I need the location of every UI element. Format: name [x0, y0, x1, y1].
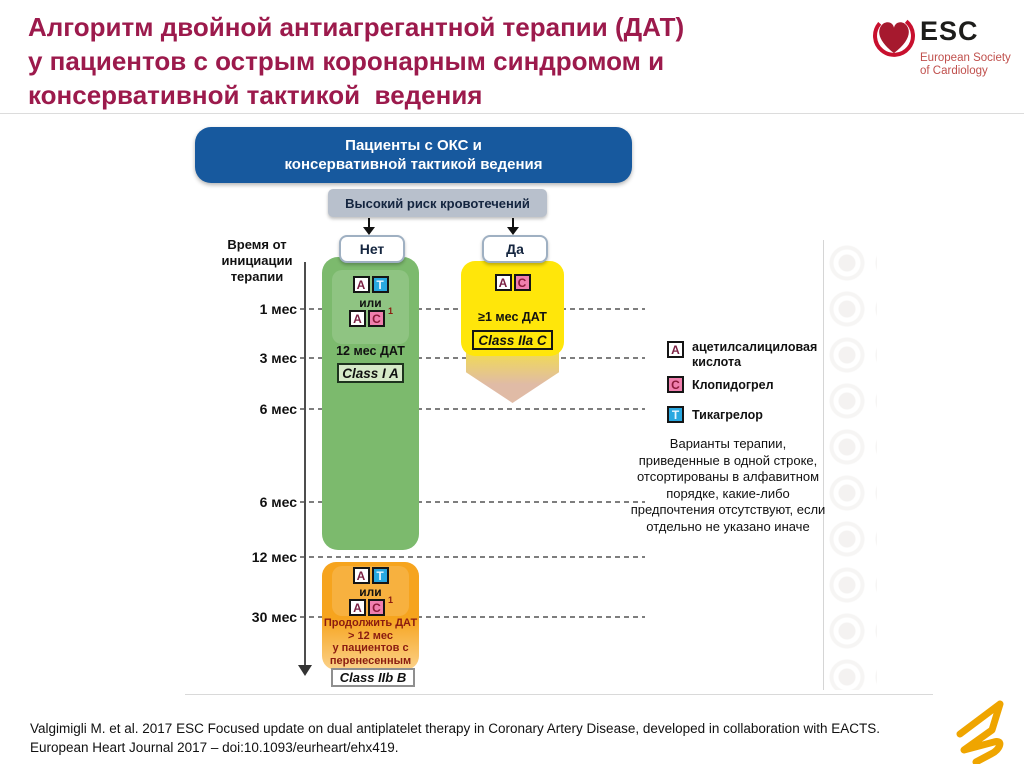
orange-class-label: Class IIb B — [331, 668, 415, 687]
aspirin-badge: A — [352, 567, 370, 584]
bottom-divider — [185, 694, 933, 695]
clopidogrel-badge: C — [367, 310, 385, 327]
orange-continue-line-1: Продолжить ДАТ — [323, 617, 418, 629]
branch-yes-node: Да — [482, 235, 548, 263]
yellow-badge-row: A C — [461, 274, 564, 291]
tick-6mo: 6 мес — [259, 401, 297, 417]
dashed-line-30mo — [300, 616, 645, 618]
citation: Valgimigli M. et al. 2017 ESC Focused up… — [30, 719, 925, 757]
astrazeneca-logo — [956, 700, 1004, 764]
esc-society-line-1: European Society — [920, 52, 1011, 64]
dashed-line-12mo — [300, 556, 645, 558]
green-class-label: Class I A — [337, 363, 404, 383]
clopidogrel-badge: C — [513, 274, 531, 291]
green-badge-row-1: A T — [322, 276, 419, 293]
tick-3mo: 3 мес — [259, 350, 297, 366]
green-therapy-box: A T или A C 1 12 мес ДАТ Class I A — [322, 257, 419, 550]
yellow-duration-label: ≥1 мес ДАТ — [478, 310, 547, 324]
esc-logo: ESC European Society of Cardiology — [868, 8, 1024, 112]
root-node-line-2: консервативной тактикой ведения — [284, 156, 543, 173]
orange-continue-line-3: у пациентов с — [332, 642, 409, 654]
esc-acronym: ESC — [920, 16, 979, 46]
green-duration-label: 12 мес ДАТ — [336, 344, 405, 358]
timeline-title-line-1: Время от — [227, 237, 287, 252]
green-badge-row-2: A C 1 — [322, 306, 419, 327]
aspirin-badge: A — [348, 599, 366, 616]
tick-30mo: 30 мес — [251, 609, 297, 625]
timeline-arrow-head-icon — [298, 665, 312, 676]
yellow-class-label: Class IIa C — [472, 330, 553, 350]
title-line-2: у пациентов с острым коронарным синдромо… — [28, 46, 665, 76]
arrow-head-right-icon — [507, 227, 519, 235]
orange-badge-row-2: A C 1 — [322, 595, 419, 616]
timeline-axis — [304, 262, 306, 666]
branch-no-node: Нет — [339, 235, 405, 263]
aspirin-badge: A — [348, 310, 366, 327]
orange-or-label: или — [359, 585, 382, 599]
root-node: Пациенты с ОКС и консервативной тактикой… — [195, 127, 632, 183]
citation-line-2: European Heart Journal 2017 – doi:10.109… — [30, 740, 399, 755]
clopidogrel-badge: C — [367, 599, 385, 616]
arrow-stem-left — [368, 218, 370, 228]
green-inner-highlight — [332, 270, 409, 344]
timeline-title-line-2: инициации — [221, 253, 293, 268]
title-line-3: консервативной тактикой ведения — [28, 80, 483, 110]
page-title: Алгоритм двойной антиагрегантной терапии… — [28, 10, 868, 112]
ticagrelor-badge: T — [371, 567, 389, 584]
condition-node: Высокий риск кровотечений — [328, 189, 547, 217]
panel-right-border — [823, 240, 824, 690]
top-divider — [0, 113, 1024, 114]
background-pattern-strip — [824, 240, 877, 690]
esc-society-line-2: of Cardiology — [920, 65, 988, 77]
footnote-marker: 1 — [387, 306, 393, 316]
yellow-therapy-box: A C ≥1 мес ДАТ Class IIa C — [461, 261, 564, 356]
arrow-stem-right — [512, 218, 514, 228]
esc-heart-icon — [873, 14, 915, 57]
legend-ticagrelor-label: Тикагрелор — [692, 408, 763, 422]
esc-society: European Society of Cardiology — [920, 52, 1011, 78]
title-line-1: Алгоритм двойной антиагрегантной терапии… — [28, 12, 685, 42]
dashed-line-6mo-b — [300, 501, 645, 503]
timeline-title-line-3: терапии — [230, 269, 284, 284]
aspirin-badge: A — [494, 274, 512, 291]
orange-badge-row-1: A T — [322, 567, 419, 584]
green-or-label: или — [359, 296, 382, 310]
fading-arrow-icon — [466, 350, 559, 403]
tick-12mo: 12 мес — [251, 549, 297, 565]
legend-aspirin-badge: A — [667, 341, 684, 358]
dashed-line-6mo — [300, 408, 645, 410]
legend-clopidogrel-badge: C — [667, 376, 684, 393]
timeline-title: Время от инициации терапии — [209, 237, 305, 285]
legend-clopidogrel-label: Клопидогрел — [692, 378, 774, 392]
legend-aspirin-label: ацетилсалициловая кислота — [692, 340, 818, 369]
root-node-line-1: Пациенты с ОКС и — [345, 137, 482, 154]
orange-therapy-box: A T или A C 1 Продолжить ДАТ > 12 мес у … — [322, 562, 419, 679]
arrow-head-left-icon — [363, 227, 375, 235]
alphabetical-order-note: Варианты терапии, приведенные в одной ст… — [630, 436, 826, 534]
aspirin-badge: A — [352, 276, 370, 293]
ticagrelor-badge: T — [371, 276, 389, 293]
orange-continue-line-2: > 12 мес — [348, 629, 393, 642]
tick-1mo: 1 мес — [259, 301, 297, 317]
footnote-marker: 1 — [387, 595, 393, 605]
legend-ticagrelor-badge: T — [667, 406, 684, 423]
tick-6mo-b: 6 мес — [259, 494, 297, 510]
citation-line-1: Valgimigli M. et al. 2017 ESC Focused up… — [30, 721, 880, 736]
